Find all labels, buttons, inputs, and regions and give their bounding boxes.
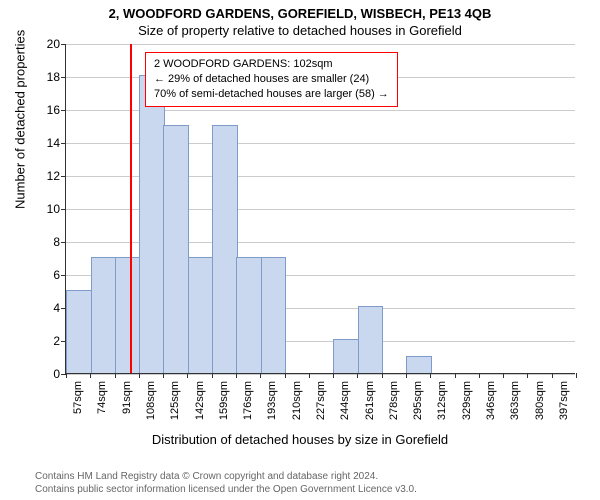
gridline <box>66 44 575 45</box>
y-tick-label: 0 <box>53 367 60 381</box>
y-tick <box>61 77 66 78</box>
y-tick-label: 20 <box>47 37 60 51</box>
histogram-bar <box>236 257 262 374</box>
x-tick <box>333 373 334 378</box>
x-tick-label: 329sqm <box>461 381 473 420</box>
x-tick-label: 74sqm <box>96 381 108 414</box>
gridline <box>66 374 575 375</box>
histogram-bar <box>139 75 165 373</box>
callout-line-1: 2 WOODFORD GARDENS: 102sqm <box>154 57 389 72</box>
x-tick <box>115 373 116 378</box>
histogram-bar <box>333 339 359 373</box>
x-tick <box>90 373 91 378</box>
y-tick-label: 8 <box>53 235 60 249</box>
x-tick <box>236 373 237 378</box>
y-tick <box>61 176 66 177</box>
x-tick <box>406 373 407 378</box>
x-tick-label: 193sqm <box>266 381 278 420</box>
y-tick-label: 12 <box>47 169 60 183</box>
y-tick <box>61 110 66 111</box>
callout-box: 2 WOODFORD GARDENS: 102sqm ← 29% of deta… <box>145 52 398 107</box>
y-tick-label: 16 <box>47 103 60 117</box>
x-tick-label: 91sqm <box>121 381 133 414</box>
x-tick-label: 57sqm <box>72 381 84 414</box>
y-tick <box>61 242 66 243</box>
histogram-bar <box>212 125 238 374</box>
histogram-bar <box>261 257 287 374</box>
x-tick <box>212 373 213 378</box>
x-tick <box>576 373 577 378</box>
histogram-bar <box>406 356 432 374</box>
y-tick <box>61 209 66 210</box>
y-tick-label: 18 <box>47 70 60 84</box>
callout-line-3: 70% of semi-detached houses are larger (… <box>154 87 389 102</box>
x-tick-label: 125sqm <box>169 381 181 420</box>
x-axis-label: Distribution of detached houses by size … <box>0 432 600 447</box>
y-tick <box>61 275 66 276</box>
histogram-bar <box>66 290 92 374</box>
x-tick <box>503 373 504 378</box>
x-tick <box>527 373 528 378</box>
x-tick-label: 363sqm <box>509 381 521 420</box>
x-tick <box>285 373 286 378</box>
subject-marker-line <box>130 44 132 373</box>
x-tick-label: 108sqm <box>145 381 157 420</box>
x-tick-label: 346sqm <box>485 381 497 420</box>
x-tick <box>309 373 310 378</box>
x-tick <box>479 373 480 378</box>
x-tick <box>455 373 456 378</box>
chart-container: 2, WOODFORD GARDENS, GOREFIELD, WISBECH,… <box>0 0 600 500</box>
y-tick <box>61 143 66 144</box>
y-tick-label: 10 <box>47 202 60 216</box>
footer-line-1: Contains HM Land Registry data © Crown c… <box>35 471 600 484</box>
callout-line-2: ← 29% of detached houses are smaller (24… <box>154 72 389 87</box>
chart-title: 2, WOODFORD GARDENS, GOREFIELD, WISBECH,… <box>0 0 600 21</box>
y-tick-label: 14 <box>47 136 60 150</box>
histogram-bar <box>91 257 117 374</box>
x-tick <box>382 373 383 378</box>
y-tick <box>61 44 66 45</box>
histogram-bar <box>358 306 384 373</box>
x-tick-label: 397sqm <box>558 381 570 420</box>
x-tick <box>260 373 261 378</box>
x-tick-label: 261sqm <box>364 381 376 420</box>
x-tick <box>163 373 164 378</box>
y-tick-label: 4 <box>53 301 60 315</box>
footer-line-2: Contains public sector information licen… <box>35 484 600 497</box>
x-tick-label: 142sqm <box>194 381 206 420</box>
y-axis-label: Number of detached properties <box>13 30 28 209</box>
footer-attribution: Contains HM Land Registry data © Crown c… <box>0 471 600 496</box>
x-tick <box>187 373 188 378</box>
x-tick <box>66 373 67 378</box>
histogram-bar <box>163 125 189 374</box>
x-tick <box>357 373 358 378</box>
x-tick-label: 278sqm <box>388 381 400 420</box>
y-tick-label: 2 <box>53 334 60 348</box>
x-tick <box>430 373 431 378</box>
x-tick-label: 159sqm <box>218 381 230 420</box>
x-tick-label: 380sqm <box>534 381 546 420</box>
chart-subtitle: Size of property relative to detached ho… <box>0 21 600 38</box>
histogram-bar <box>115 257 141 374</box>
x-tick-label: 176sqm <box>242 381 254 420</box>
x-tick-label: 295sqm <box>412 381 424 420</box>
x-tick <box>139 373 140 378</box>
x-tick-label: 312sqm <box>436 381 448 420</box>
histogram-bar <box>188 257 214 374</box>
x-tick <box>552 373 553 378</box>
x-tick-label: 244sqm <box>339 381 351 420</box>
y-tick-label: 6 <box>53 268 60 282</box>
x-tick-label: 210sqm <box>291 381 303 420</box>
x-tick-label: 227sqm <box>315 381 327 420</box>
